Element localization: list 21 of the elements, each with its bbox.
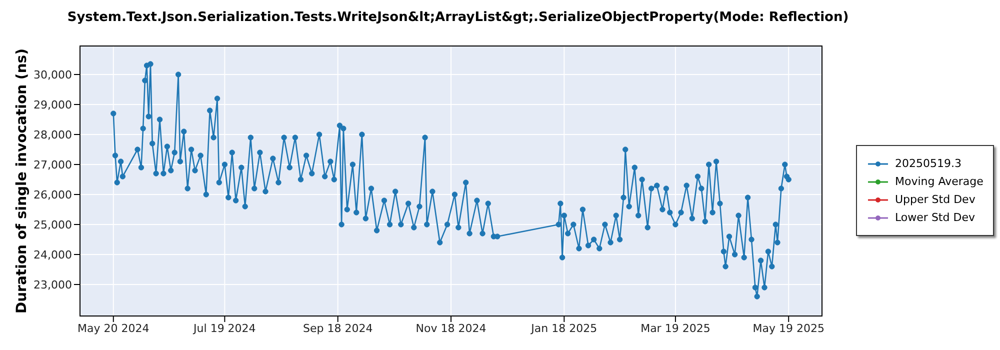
legend-label: Upper Std Dev [895, 193, 976, 206]
y-tick-label: 27,000 [34, 158, 72, 172]
chart-title: System.Text.Json.Serialization.Tests.WriteJson&lt;ArrayList&gt;.SerializeObjectProperty(Mode: Reflection) [66, 10, 850, 25]
y-tick-label: 30,000 [34, 68, 72, 82]
y-axis-title: Duration of single invocation (ns) [14, 48, 30, 314]
y-tick-label: 25,000 [34, 218, 72, 232]
legend-label: Moving Average [895, 175, 984, 188]
y-tick-label: 29,000 [34, 98, 72, 112]
x-tick-label: Sep 18 2024 [302, 322, 373, 335]
x-tick-label: Mar 19 2025 [640, 322, 710, 335]
y-tick-label: 28,000 [34, 128, 72, 142]
y-tick-label: 23,000 [34, 278, 72, 292]
legend-label: 20250519.3 [895, 157, 962, 170]
x-tick-label: Nov 18 2024 [416, 322, 486, 335]
y-tick-label: 26,000 [34, 188, 72, 202]
x-tick-label: May 19 2025 [752, 322, 824, 335]
x-tick-label: Jul 19 2024 [192, 322, 256, 335]
x-tick-label: Jan 18 2025 [530, 322, 598, 335]
y-tick-label: 24,000 [34, 248, 72, 262]
x-tick-label: May 20 2024 [78, 322, 150, 335]
legend-label: Lower Std Dev [895, 211, 975, 224]
